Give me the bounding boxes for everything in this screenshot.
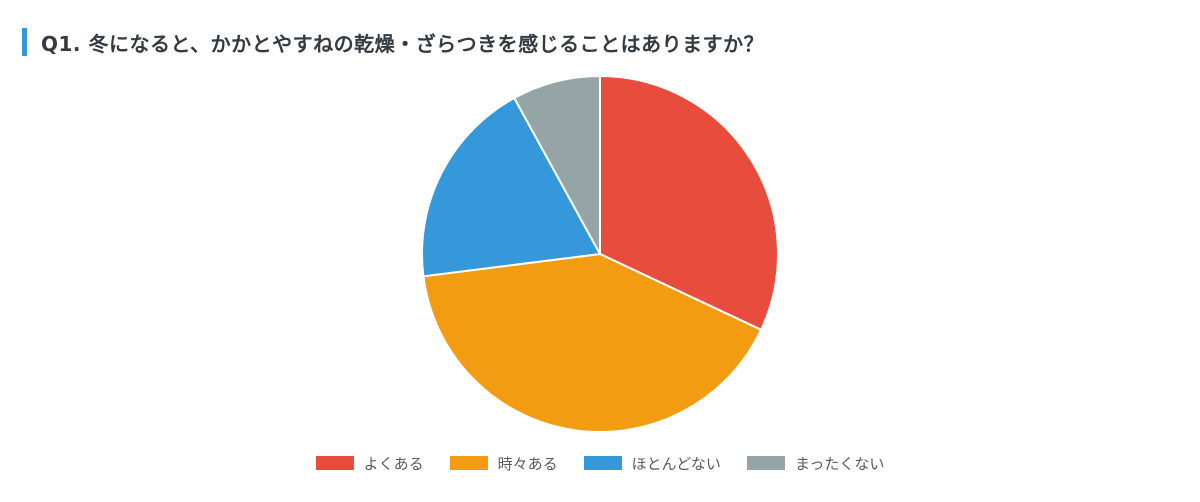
legend-swatch	[315, 456, 354, 470]
legend-item-2[interactable]: 時々ある	[449, 453, 558, 474]
accent-bar	[22, 28, 27, 56]
chart-legend[interactable]: よくある 時々ある ほとんどない まったくない	[0, 452, 1200, 474]
legend-label: まったくない	[794, 454, 885, 473]
pie-chart-area	[0, 60, 1200, 440]
legend-swatch	[746, 456, 785, 470]
pie-slice-3[interactable]	[421, 96, 602, 278]
legend-label: よくある	[363, 454, 424, 473]
pie-slice-1[interactable]	[599, 74, 779, 332]
legend-item-3[interactable]: ほとんどない	[583, 453, 721, 474]
legend-item-4[interactable]: まったくない	[746, 453, 885, 474]
legend-label: ほとんどない	[631, 454, 721, 473]
chart-title: Q1. 冬になると、かかとやすねの乾燥・ざらつきを感じることはありますか？	[41, 31, 765, 56]
pie-slice-4[interactable]	[512, 74, 601, 255]
legend-label: 時々ある	[497, 454, 558, 473]
legend-item-1[interactable]: よくある	[315, 453, 424, 474]
chart-header: Q1. 冬になると、かかとやすねの乾燥・ざらつきを感じることはありますか？	[22, 28, 764, 56]
legend-swatch	[449, 456, 488, 470]
pie-chart	[421, 74, 779, 433]
pie-slice-2[interactable]	[422, 252, 763, 433]
legend-swatch	[583, 456, 622, 470]
